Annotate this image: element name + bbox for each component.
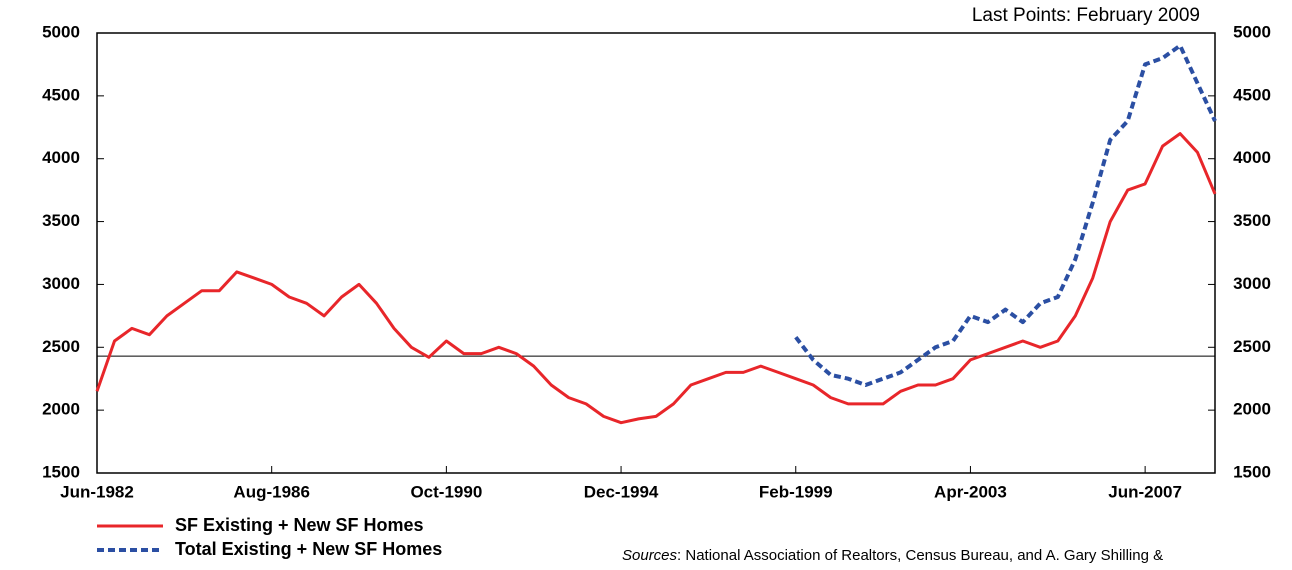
annotation: Last Points: February 2009 <box>972 5 1200 26</box>
y-tick-label: 2500 <box>42 337 80 356</box>
y2-tick-label: 3000 <box>1233 274 1271 293</box>
y-tick-label: 3500 <box>42 211 80 230</box>
source-text: : National Association of Realtors, Cens… <box>677 547 1163 564</box>
y-tick-label: 3000 <box>42 274 80 293</box>
y-tick-label: 2000 <box>42 400 80 419</box>
y2-tick-label: 3500 <box>1233 211 1271 230</box>
legend-label: Total Existing + New SF Homes <box>175 539 442 559</box>
y2-tick-label: 4500 <box>1233 85 1271 104</box>
x-tick-label: Oct-1990 <box>410 482 482 501</box>
x-tick-label: Jun-2007 <box>1108 482 1182 501</box>
source-label: Sources <box>622 547 678 564</box>
y2-tick-label: 1500 <box>1233 462 1271 481</box>
y2-tick-label: 4000 <box>1233 148 1271 167</box>
plot-frame <box>96 32 1216 474</box>
source: Sources: National Association of Realtor… <box>622 547 1163 564</box>
x-tick-label: Feb-1999 <box>759 482 833 501</box>
y2-tick-label: 2000 <box>1233 400 1271 419</box>
y2-tick-label: 5000 <box>1233 22 1271 41</box>
y-tick-label: 4000 <box>42 148 80 167</box>
y-tick-label: 4500 <box>42 85 80 104</box>
x-tick-label: Dec-1994 <box>584 482 659 501</box>
series-line <box>794 43 1217 387</box>
y-tick-label: 5000 <box>42 22 80 41</box>
series-line <box>95 132 1217 425</box>
x-tick-label: Jun-1982 <box>60 482 134 501</box>
legend-label: SF Existing + New SF Homes <box>175 515 424 535</box>
y2-tick-label: 2500 <box>1233 337 1271 356</box>
x-tick-label: Aug-1986 <box>233 482 310 501</box>
y-tick-label: 1500 <box>42 462 80 481</box>
x-tick-label: Apr-2003 <box>934 482 1007 501</box>
